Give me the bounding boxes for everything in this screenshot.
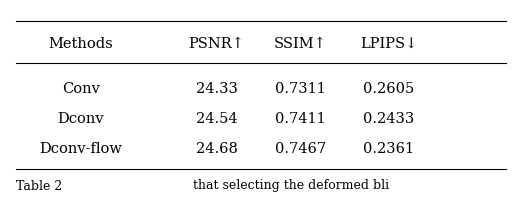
Text: 0.7467: 0.7467 <box>275 142 326 156</box>
Text: Dconv: Dconv <box>57 112 104 126</box>
Text: 24.54: 24.54 <box>196 112 238 126</box>
Text: LPIPS↓: LPIPS↓ <box>360 37 418 51</box>
Text: 0.7411: 0.7411 <box>275 112 326 126</box>
Text: SSIM↑: SSIM↑ <box>274 37 327 51</box>
Text: 0.2433: 0.2433 <box>363 112 414 126</box>
Text: 24.33: 24.33 <box>196 82 238 96</box>
Text: Table 2: Table 2 <box>16 180 62 192</box>
Text: 0.2361: 0.2361 <box>363 142 414 156</box>
Text: Dconv-flow: Dconv-flow <box>40 142 122 156</box>
Text: PSNR↑: PSNR↑ <box>188 37 245 51</box>
Text: 0.2605: 0.2605 <box>363 82 414 96</box>
Text: Methods: Methods <box>49 37 113 51</box>
Text: Conv: Conv <box>62 82 100 96</box>
Text: 24.68: 24.68 <box>196 142 238 156</box>
Text: that selecting the deformed bli: that selecting the deformed bli <box>193 180 389 192</box>
Text: 0.7311: 0.7311 <box>275 82 326 96</box>
